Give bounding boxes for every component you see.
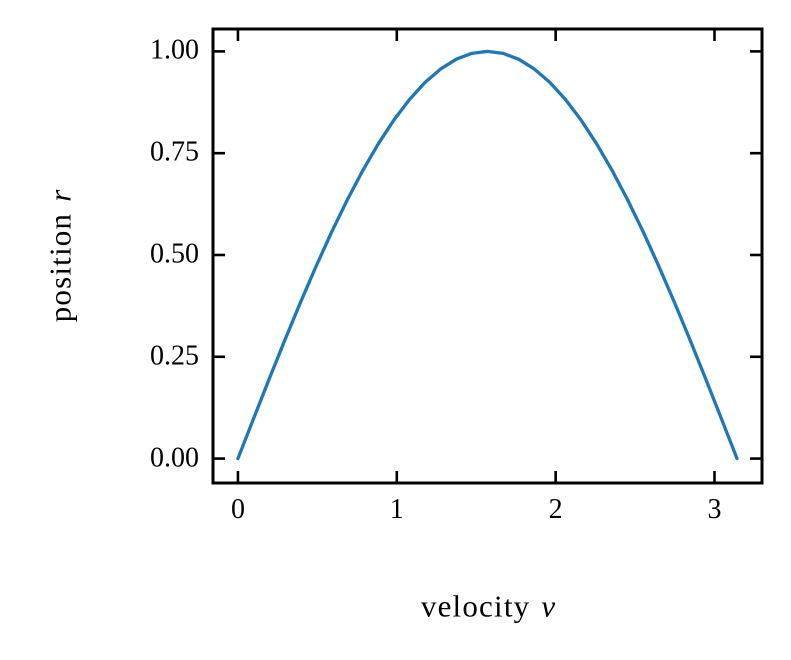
y-axis-label-text: position	[42, 212, 78, 323]
y-axis-label-symbol: r	[42, 189, 78, 202]
y-tick-label: 1.00	[150, 34, 199, 66]
axes-spines	[211, 27, 764, 485]
x-tick-label: 2	[548, 494, 563, 525]
x-tick-label: 0	[230, 494, 245, 525]
y-tick-label: 0.50	[150, 238, 199, 270]
y-tick-label: 0.00	[150, 442, 199, 474]
series-line	[236, 49, 739, 461]
y-axis-label: position r	[42, 189, 78, 323]
y-tick-label: 0.25	[150, 340, 199, 372]
x-tick-label: 1	[389, 494, 404, 525]
x-axis-label: velocity v	[421, 591, 555, 622]
x-axis-label-text: velocity	[420, 588, 531, 624]
x-axis-label-symbol: v	[541, 588, 556, 624]
x-tick-label: 3	[707, 494, 722, 525]
y-tick-label: 0.75	[150, 136, 199, 168]
